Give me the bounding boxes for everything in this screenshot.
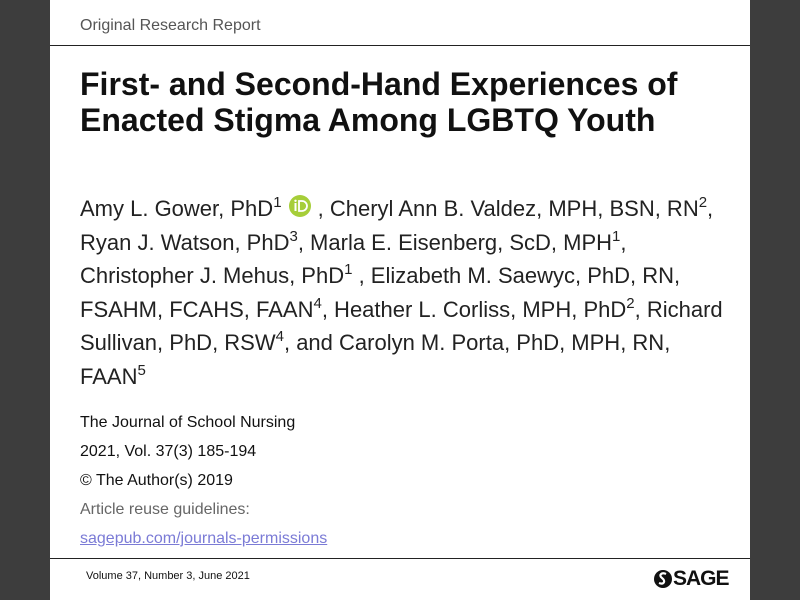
issue-label: Volume 37, Number 3, June 2021	[86, 570, 250, 582]
affiliation-number: 2	[698, 194, 708, 211]
header-rule	[50, 45, 750, 46]
author-name: , Marla E. Eisenberg, ScD, MPH	[297, 229, 613, 255]
orcid-icon[interactable]	[288, 194, 312, 218]
section-label: Original Research Report	[80, 17, 261, 34]
journal-info: The Journal of School Nursing 2021, Vol. …	[80, 408, 327, 553]
author-name: Amy L. Gower, PhD	[80, 196, 274, 221]
reuse-link[interactable]: sagepub.com/journals-permissions	[80, 530, 328, 547]
journal-line: The Journal of School Nursing	[80, 414, 296, 431]
author-name: , Heather L. Corliss, MPH, PhD	[321, 296, 627, 322]
reuse-label: Article reuse guidelines:	[80, 501, 250, 518]
publisher-logo: SAGE	[653, 567, 730, 591]
author-name: , and Carolyn M. Porta, PhD, MPH, RN, FA…	[80, 330, 671, 389]
affiliation-number: 5	[137, 361, 146, 379]
author-name: , Christopher J. Mehus, PhD	[80, 229, 627, 289]
author-name: , Elizabeth M. Saewyc, PhD, RN, FSAHM, F…	[80, 263, 681, 322]
affiliation-number: 4	[275, 328, 284, 345]
document-page: Original Research Report First- and Seco…	[50, 0, 750, 600]
author-name: , Ryan J. Watson, PhD	[80, 196, 714, 255]
logo-mark	[654, 570, 672, 588]
author-list: Amy L. Gower, PhD1 , Cheryl Ann B. Valde…	[80, 192, 725, 393]
journal-line: © The Author(s) 2019	[80, 472, 233, 489]
affiliation-number: 2	[626, 294, 635, 312]
affiliation-number: 1	[273, 194, 282, 211]
reuse-link-row: sagepub.com/journals-permissions	[80, 524, 327, 553]
affiliation-number: 1	[344, 261, 353, 278]
journal-line: 2021, Vol. 37(3) 185-194	[80, 443, 257, 460]
author-name: , Richard Sullivan, PhD, RSW	[80, 296, 723, 356]
page-footer: Volume 37, Number 3, June 2021 SAGE	[50, 558, 750, 600]
affiliation-number: 1	[612, 227, 621, 245]
publisher-name: SAGE	[673, 567, 730, 590]
affiliation-number: 4	[313, 294, 322, 312]
affiliation-number: 3	[289, 227, 298, 245]
author-name: , Cheryl Ann B. Valdez, MPH, BSN, RN	[311, 196, 699, 221]
article-title: First- and Second-Hand Experiences of En…	[80, 66, 678, 138]
